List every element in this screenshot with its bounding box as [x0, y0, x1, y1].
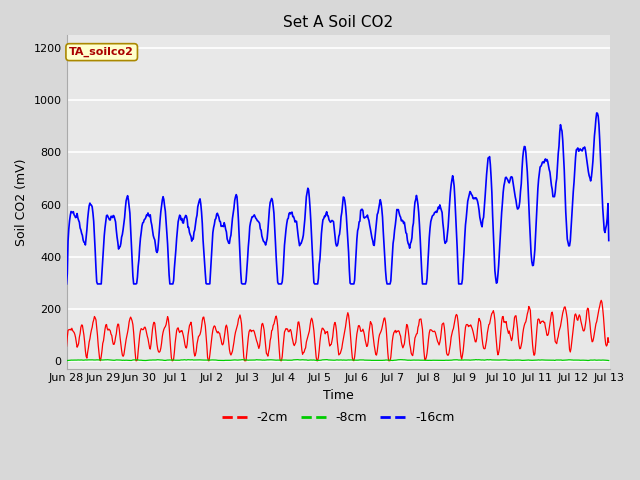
X-axis label: Time: Time: [323, 389, 353, 402]
Y-axis label: Soil CO2 (mV): Soil CO2 (mV): [15, 158, 28, 246]
Title: Set A Soil CO2: Set A Soil CO2: [283, 15, 393, 30]
Text: TA_soilco2: TA_soilco2: [69, 47, 134, 57]
Legend: -2cm, -8cm, -16cm: -2cm, -8cm, -16cm: [217, 406, 460, 429]
